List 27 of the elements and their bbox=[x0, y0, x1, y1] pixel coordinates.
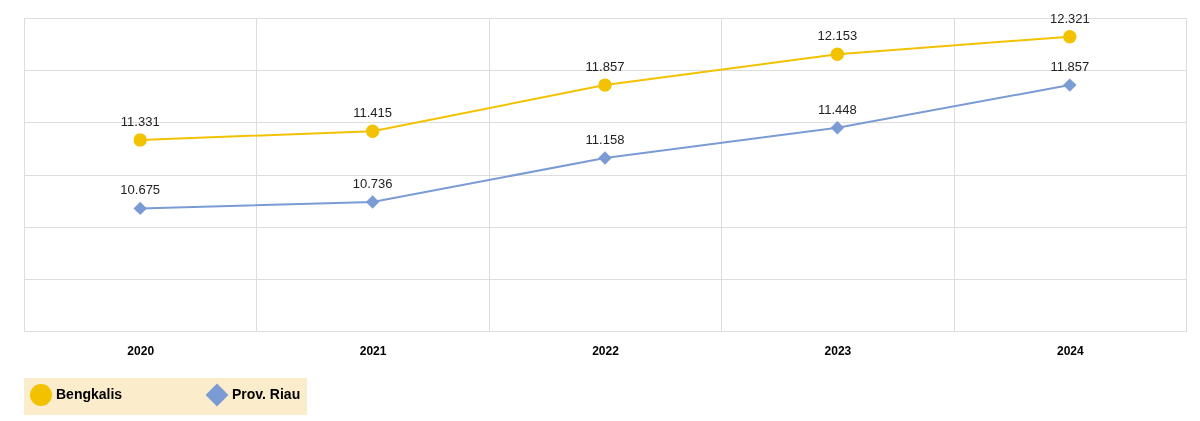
point bbox=[830, 47, 845, 61]
x-tick-label: 2022 bbox=[592, 343, 620, 358]
x-tick-label: 2023 bbox=[824, 343, 852, 358]
legend-label: Bengkalis bbox=[56, 386, 123, 402]
point bbox=[598, 78, 612, 92]
data-label: 11.448 bbox=[818, 101, 857, 117]
point bbox=[1063, 78, 1077, 92]
point bbox=[830, 121, 845, 135]
x-tick-label: 2021 bbox=[359, 343, 387, 358]
point bbox=[365, 124, 380, 138]
data-label: 10.675 bbox=[120, 182, 161, 198]
x-tick-label: 2024 bbox=[1056, 343, 1084, 358]
data-label: 11.857 bbox=[585, 59, 625, 75]
point bbox=[133, 133, 147, 147]
x-tick-label: 2020 bbox=[127, 343, 155, 358]
data-label: 11.331 bbox=[120, 113, 160, 129]
data-label: 11.415 bbox=[353, 105, 392, 121]
data-label: 11.857 bbox=[1050, 59, 1090, 75]
point bbox=[598, 151, 612, 165]
data-label: 12.321 bbox=[1049, 10, 1090, 26]
point bbox=[365, 195, 380, 209]
data-label: 11.158 bbox=[585, 132, 625, 148]
point bbox=[133, 201, 147, 216]
data-label: 12.153 bbox=[817, 28, 858, 44]
point bbox=[1063, 29, 1077, 44]
data-label: 10.736 bbox=[352, 176, 393, 192]
legend-label: Prov. Riau bbox=[232, 386, 301, 402]
